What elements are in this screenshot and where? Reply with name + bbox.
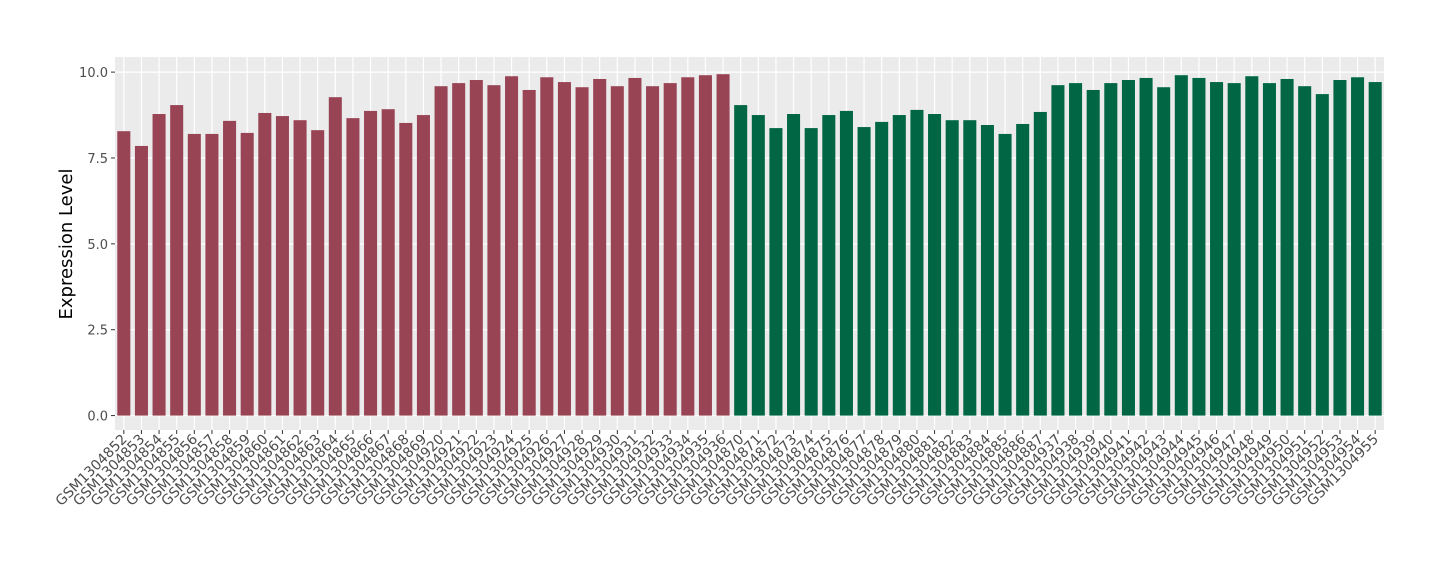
bar bbox=[1227, 83, 1241, 416]
bar bbox=[875, 121, 889, 416]
bar bbox=[522, 89, 536, 416]
bar bbox=[804, 128, 818, 416]
bar bbox=[839, 110, 853, 416]
bar bbox=[822, 115, 836, 416]
bar bbox=[1174, 75, 1188, 416]
bar bbox=[487, 85, 501, 416]
y-tick-label: 10.0 bbox=[79, 66, 108, 81]
bar bbox=[1315, 94, 1329, 416]
bar bbox=[381, 109, 395, 416]
bar bbox=[1051, 85, 1065, 416]
bar bbox=[293, 120, 307, 416]
y-tick-label: 0.0 bbox=[87, 410, 108, 425]
bar bbox=[646, 86, 660, 416]
bar bbox=[452, 83, 466, 416]
bar bbox=[152, 114, 166, 416]
y-tick-label: 7.5 bbox=[87, 152, 108, 167]
bar bbox=[505, 76, 519, 416]
bar bbox=[328, 97, 342, 416]
bar bbox=[1033, 111, 1047, 416]
bar bbox=[223, 120, 237, 416]
bar bbox=[170, 105, 184, 416]
bar bbox=[910, 109, 924, 416]
bar bbox=[1016, 123, 1030, 416]
bar bbox=[698, 75, 712, 416]
bar bbox=[610, 86, 624, 416]
bar bbox=[1262, 83, 1276, 416]
bar bbox=[258, 112, 272, 416]
bar bbox=[1157, 87, 1171, 416]
y-tick-label: 2.5 bbox=[87, 324, 108, 339]
y-axis-label: Expression Level bbox=[56, 169, 77, 320]
y-tick-label: 5.0 bbox=[87, 238, 108, 253]
bar bbox=[681, 77, 695, 416]
bar bbox=[1333, 80, 1347, 416]
bar bbox=[1104, 83, 1118, 416]
bar bbox=[769, 128, 783, 416]
bar bbox=[663, 83, 677, 416]
bar bbox=[1280, 78, 1294, 416]
bar bbox=[557, 82, 571, 416]
bar bbox=[275, 116, 289, 416]
bar bbox=[945, 120, 959, 416]
bar bbox=[1351, 77, 1365, 416]
bar bbox=[628, 77, 642, 416]
bar bbox=[593, 78, 607, 416]
bar bbox=[892, 115, 906, 416]
bar bbox=[399, 122, 413, 416]
bar bbox=[787, 114, 801, 416]
bar bbox=[117, 131, 131, 416]
bar bbox=[469, 80, 483, 416]
bar bbox=[540, 77, 554, 416]
bar bbox=[1245, 76, 1259, 416]
bar bbox=[434, 86, 448, 416]
bar bbox=[1368, 82, 1382, 416]
bar bbox=[416, 115, 430, 416]
bar bbox=[187, 133, 201, 416]
bar bbox=[716, 74, 730, 416]
bar bbox=[134, 145, 148, 416]
bar bbox=[311, 130, 325, 416]
bar bbox=[998, 133, 1012, 416]
bar bbox=[575, 87, 589, 416]
bar bbox=[346, 118, 360, 416]
bar bbox=[857, 127, 871, 416]
bar bbox=[751, 115, 765, 416]
bar bbox=[240, 132, 254, 416]
bar bbox=[734, 105, 748, 416]
bar bbox=[1121, 80, 1135, 416]
bar bbox=[928, 114, 942, 416]
bar bbox=[364, 110, 378, 416]
bar bbox=[1192, 77, 1206, 416]
bar bbox=[205, 133, 219, 416]
bar bbox=[963, 120, 977, 416]
bar bbox=[1298, 86, 1312, 416]
bar bbox=[1139, 77, 1153, 416]
bar bbox=[1210, 82, 1224, 416]
bar bbox=[1086, 89, 1100, 416]
bar bbox=[980, 125, 994, 416]
bar bbox=[1069, 83, 1083, 416]
